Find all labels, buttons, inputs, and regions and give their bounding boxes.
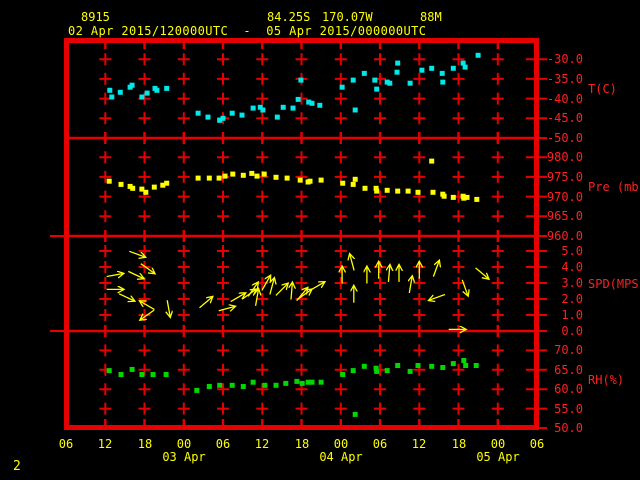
pressure-tick-label: 980.0 xyxy=(546,150,583,164)
x-hour-label: 06 xyxy=(372,437,388,451)
x-hour-label: 18 xyxy=(137,437,153,451)
pressure-tick-label: 970.0 xyxy=(546,190,583,204)
wind-tick-label: 4.0 xyxy=(561,260,583,274)
humidity-tick-label: 50.0 xyxy=(554,421,583,435)
station-longitude: 170.07W xyxy=(322,10,373,24)
humidity-tick-label: 55.0 xyxy=(554,402,583,416)
page-number: 2 xyxy=(13,459,21,474)
time-range-title: 02 Apr 2015/120000UTC - 05 Apr 2015/0000… xyxy=(68,24,427,38)
x-hour-label: 06 xyxy=(215,437,231,451)
x-hour-label: 00 xyxy=(176,437,192,451)
pressure-series xyxy=(106,158,480,202)
wind-tick-label: 2.0 xyxy=(561,292,583,306)
station-id: 8915 xyxy=(81,10,110,24)
x-hour-label: 06 xyxy=(58,437,74,451)
wind-tick-label: 3.0 xyxy=(561,276,583,290)
x-date-label: 05 Apr xyxy=(476,450,520,464)
humidity-tick-label: 70.0 xyxy=(554,343,583,357)
temperature-tick-label: -40.0 xyxy=(546,92,583,106)
temperature-series xyxy=(107,52,481,123)
x-hour-label: 18 xyxy=(451,437,467,451)
pressure-tick-label: 960.0 xyxy=(546,229,583,243)
temperature-tick-label: -50.0 xyxy=(546,131,583,145)
x-hour-label: 06 xyxy=(529,437,545,451)
wind-tick-label: 1.0 xyxy=(561,308,583,322)
station-latitude: 84.25S xyxy=(267,10,311,24)
grid xyxy=(50,43,547,429)
pressure-tick-label: 965.0 xyxy=(546,209,583,223)
temperature-unit-label: T(C) xyxy=(588,82,617,96)
station-elevation: 88M xyxy=(420,10,442,24)
x-date-label: 03 Apr xyxy=(162,450,206,464)
humidity-series xyxy=(106,358,479,417)
wind-tick-label: 5.0 xyxy=(561,244,583,258)
x-hour-label: 12 xyxy=(254,437,270,451)
humidity-tick-label: 60.0 xyxy=(554,382,583,396)
x-hour-label: 18 xyxy=(294,437,310,451)
plot-frame xyxy=(64,38,539,430)
x-date-label: 04 Apr xyxy=(319,450,363,464)
x-hour-label: 12 xyxy=(411,437,427,451)
temperature-tick-label: -30.0 xyxy=(546,52,583,66)
x-hour-label: 12 xyxy=(97,437,113,451)
temperature-tick-label: -45.0 xyxy=(546,111,583,125)
humidity-unit-label: RH(%) xyxy=(588,373,625,387)
pressure-tick-label: 975.0 xyxy=(546,170,583,184)
x-hour-label: 00 xyxy=(333,437,349,451)
x-hour-label: 00 xyxy=(490,437,506,451)
wind-unit-label: SPD(MPS) xyxy=(588,277,640,291)
wind-tick-label: 0.0 xyxy=(561,324,583,338)
temperature-tick-label: -35.0 xyxy=(546,72,583,86)
wind-arrows xyxy=(106,250,489,329)
humidity-tick-label: 65.0 xyxy=(554,363,583,377)
pressure-unit-label: Pre (mb) xyxy=(588,180,640,194)
